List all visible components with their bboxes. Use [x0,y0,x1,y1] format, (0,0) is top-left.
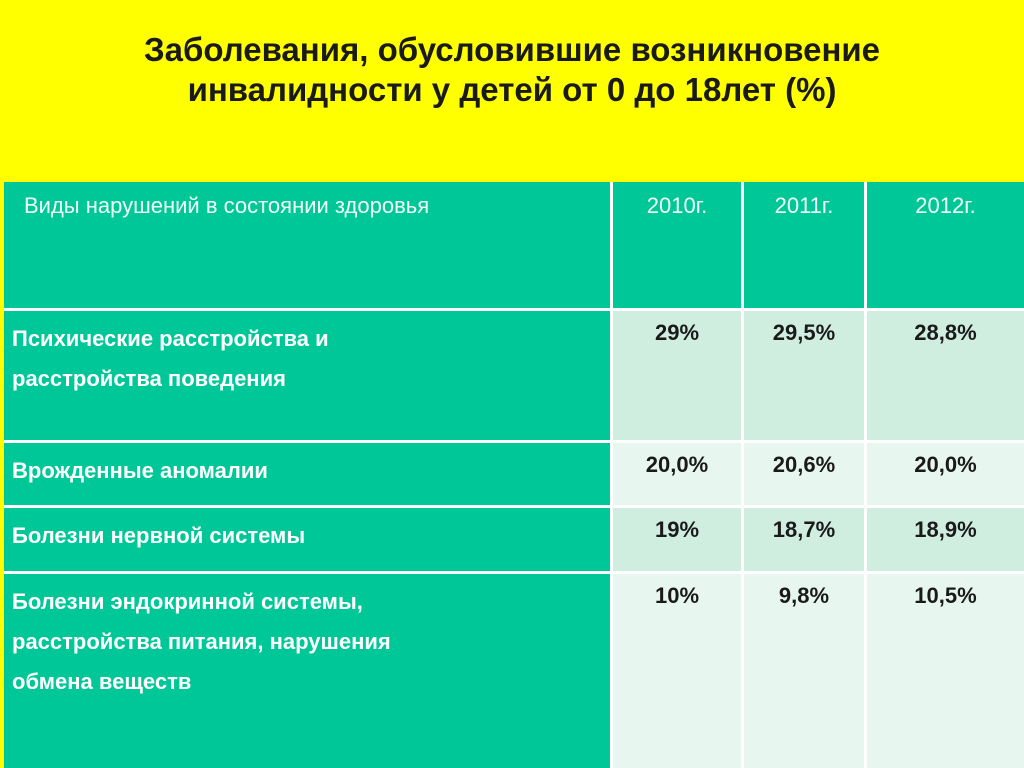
slide-title-line-1: Заболевания, обусловившие возникновение [143,31,881,68]
value-cell: 20,0% [867,443,1024,505]
value-cell: 19% [613,508,741,571]
row-label-mental-disorders: Психические расстройства и расстройства … [4,311,610,440]
row-label-line: Болезни нервной системы [12,523,306,548]
value-cell: 18,9% [867,508,1024,571]
value-cell: 20,6% [744,443,864,505]
value-cell: 28,8% [867,311,1024,440]
value-cell: 18,7% [744,508,864,571]
row-label-line: Психические расстройства и [12,326,329,351]
row-label-congenital-anomalies: Врожденные аномалии [4,443,610,505]
value-cell: 29,5% [744,311,864,440]
column-header-2010: 2010г. [613,182,741,308]
row-label-line: обмена веществ [12,669,192,694]
slide-title: Заболевания, обусловившие возникновение … [0,30,1024,110]
value-cell: 29% [613,311,741,440]
row-label-nervous-system: Болезни нервной системы [4,508,610,571]
row-label-line: расстройства поведения [12,366,286,391]
value-cell: 9,8% [744,574,864,768]
value-cell: 10% [613,574,741,768]
column-header-2011: 2011г. [744,182,864,308]
row-label-endocrine-system: Болезни эндокринной системы, расстройств… [4,574,610,768]
value-cell: 20,0% [613,443,741,505]
row-label-line: расстройства питания, нарушения [12,629,391,654]
row-label-line: Болезни эндокринной системы, [12,589,363,614]
disability-table: Виды нарушений в состоянии здоровья 2010… [4,182,1024,768]
row-label-line: Врожденные аномалии [12,458,268,483]
value-cell: 10,5% [867,574,1024,768]
column-header-category: Виды нарушений в состоянии здоровья [4,182,610,308]
column-header-2012: 2012г. [867,182,1024,308]
slide-title-line-2: инвалидности у детей от 0 до 18лет (%) [187,71,837,108]
